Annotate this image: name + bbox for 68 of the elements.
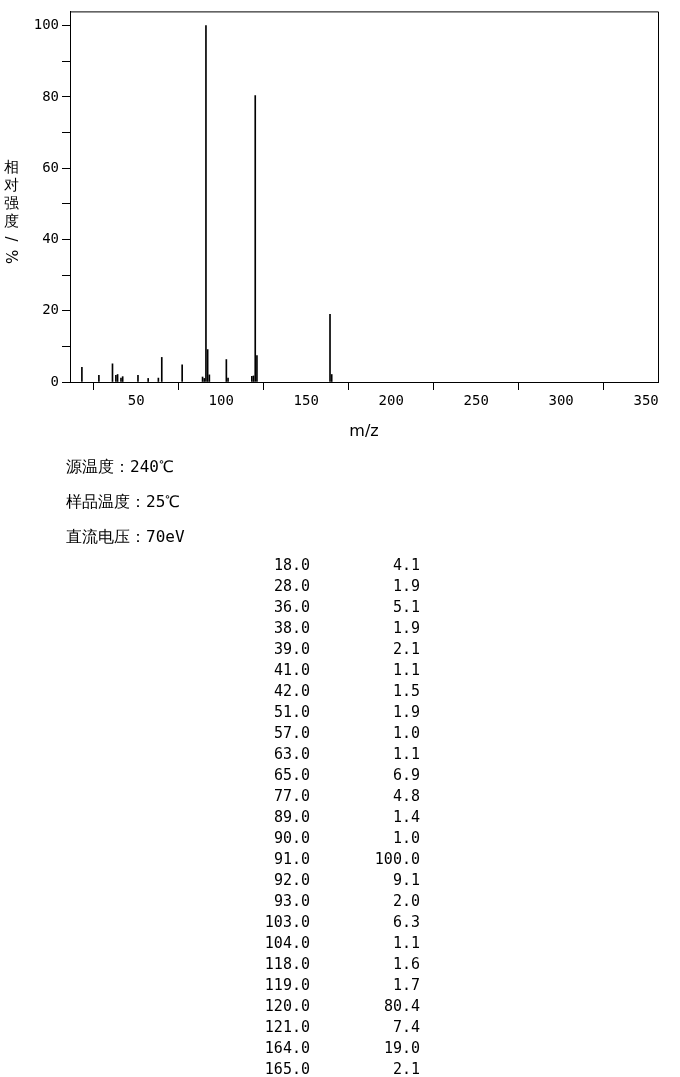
category-label: 89.0 [272,806,310,827]
text: 1.1 [392,933,420,952]
text: 5.1 [392,597,420,616]
y-tick-label: 20 [42,301,59,318]
text: 9.1 [392,870,420,889]
x-tick-label: 200 [378,392,404,409]
category-label: 93.0 [272,890,310,911]
category-label: 57.0 [272,722,310,743]
x-tick-label: 100 [208,392,234,409]
category-label: 65.0 [272,764,310,785]
category-label: 164.0 [263,1037,310,1058]
x-tick-label: 50 [127,392,145,409]
category-label: 51.0 [272,701,310,722]
y-tick-label: 80 [42,87,59,104]
text: 1.5 [392,681,420,700]
category-label: 165.0 [263,1058,310,1077]
text: 6.9 [392,765,420,784]
y-axis-title: 相对强度/% [2,158,20,266]
text: 样品温度：25℃ [66,491,182,513]
text: 1.6 [392,954,420,973]
category-label: 77.0 [272,785,310,806]
text: 7.4 [392,1017,420,1036]
y-tick-label: 40 [42,230,59,247]
text: 1.9 [392,702,420,721]
category-label: 118.0 [263,953,310,974]
category-label: 39.0 [272,638,310,659]
y-tick-label: 0 [50,372,59,389]
text: 1.0 [392,723,420,742]
category-label: 103.0 [263,911,310,932]
category-label: 104.0 [263,932,310,953]
text: 1.7 [392,975,420,994]
text: 2.1 [392,639,420,658]
text: 直流电压：70eV [66,526,186,548]
category-label: 41.0 [272,659,310,680]
category-label: 28.0 [272,575,310,596]
text: 80.4 [383,996,420,1015]
y-tick-label: 100 [33,16,59,33]
text: 2.0 [392,891,420,910]
category-label: 42.0 [272,680,310,701]
text: 1.0 [392,828,420,847]
y-tick-label: 60 [42,158,59,175]
category-label: 119.0 [263,974,310,995]
category-label: 121.0 [263,1016,310,1037]
text: 1.9 [392,576,420,595]
text: 2.1 [392,1059,420,1077]
text: 19.0 [383,1038,420,1057]
text: 1.1 [392,744,420,763]
text: 100.0 [374,849,420,868]
category-label: 36.0 [272,596,310,617]
category-label: 38.0 [272,617,310,638]
text: 源温度：240℃ [66,456,175,478]
category-label: 91.0 [272,848,310,869]
category-label: 92.0 [272,869,310,890]
text: 1.4 [392,807,420,826]
text: 6.3 [392,912,420,931]
x-tick-label: 300 [548,392,574,409]
category-label: 120.0 [263,995,310,1016]
x-tick-label: 350 [633,392,659,409]
text: 1.9 [392,618,420,637]
text: 4.1 [392,555,420,574]
category-label: 18.0 [272,554,310,575]
x-tick-label: 250 [463,392,489,409]
x-tick-label: 150 [293,392,319,409]
category-label: 90.0 [272,827,310,848]
x-axis-title: m/z [349,420,379,440]
category-label: 63.0 [272,743,310,764]
text: 1.1 [392,660,420,679]
text: 4.8 [392,786,420,805]
